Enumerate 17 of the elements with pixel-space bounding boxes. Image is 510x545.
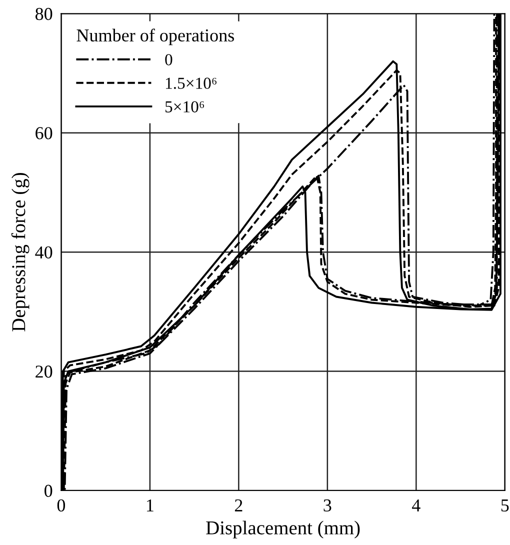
x-axis-title: Displacement (mm) [206, 520, 360, 538]
y-axis-title: Depressing force (g) [11, 173, 30, 332]
x-tick-label: 0 [57, 499, 66, 512]
x-tick-label: 2 [234, 499, 242, 512]
y-tick-label: 20 [36, 366, 52, 378]
y-tick-label: 80 [36, 8, 52, 20]
x-tick-label: 4 [412, 499, 420, 512]
x-tick-label: 5 [501, 500, 509, 512]
x-tick-label: 3 [324, 499, 332, 512]
y-tick-label: 60 [36, 127, 52, 140]
x-tick-label: 1 [147, 499, 154, 512]
legend-label: 0 [165, 54, 172, 66]
legend-label: 1.5×10⁶ [166, 78, 216, 89]
legend-title: Number of operations [76, 28, 234, 46]
y-tick-label: 40 [35, 246, 52, 259]
y-tick-label: 0 [44, 484, 52, 497]
legend-label: 5×10⁶ [166, 101, 204, 112]
